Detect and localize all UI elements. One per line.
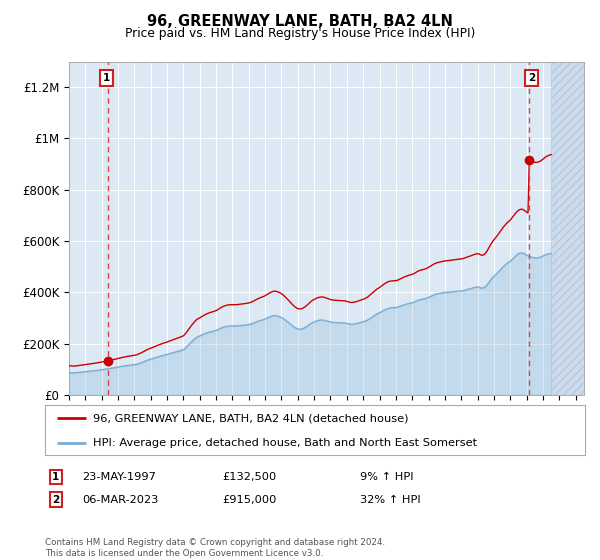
Text: 9% ↑ HPI: 9% ↑ HPI <box>360 472 413 482</box>
Text: 32% ↑ HPI: 32% ↑ HPI <box>360 494 421 505</box>
Text: Contains HM Land Registry data © Crown copyright and database right 2024.
This d: Contains HM Land Registry data © Crown c… <box>45 538 385 558</box>
Text: 1: 1 <box>103 73 110 83</box>
Text: HPI: Average price, detached house, Bath and North East Somerset: HPI: Average price, detached house, Bath… <box>92 438 476 448</box>
Text: £915,000: £915,000 <box>222 494 277 505</box>
Text: 23-MAY-1997: 23-MAY-1997 <box>82 472 156 482</box>
Text: 2: 2 <box>52 494 59 505</box>
Text: 96, GREENWAY LANE, BATH, BA2 4LN: 96, GREENWAY LANE, BATH, BA2 4LN <box>147 14 453 29</box>
Text: 1: 1 <box>52 472 59 482</box>
Text: Price paid vs. HM Land Registry's House Price Index (HPI): Price paid vs. HM Land Registry's House … <box>125 27 475 40</box>
Bar <box>551 62 584 395</box>
Text: 96, GREENWAY LANE, BATH, BA2 4LN (detached house): 96, GREENWAY LANE, BATH, BA2 4LN (detach… <box>92 413 408 423</box>
Text: 2: 2 <box>528 73 535 83</box>
Text: £132,500: £132,500 <box>222 472 276 482</box>
Text: 06-MAR-2023: 06-MAR-2023 <box>82 494 158 505</box>
